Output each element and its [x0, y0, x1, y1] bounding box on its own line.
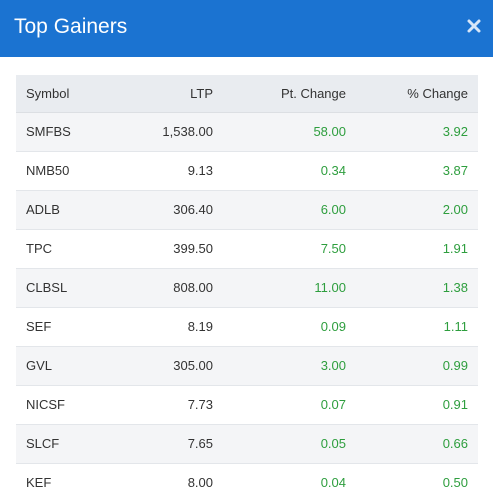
symbol-cell: KEF: [16, 463, 134, 495]
ltp-cell: 1,538.00: [134, 112, 223, 152]
pt-change-cell: 11.00: [223, 268, 356, 308]
pct-change-cell: 3.92: [356, 112, 478, 152]
pt-change-cell: 0.05: [223, 424, 356, 464]
ltp-cell: 7.65: [134, 424, 223, 464]
ltp-cell: 306.40: [134, 190, 223, 230]
symbol-cell: SMFBS: [16, 112, 134, 152]
modal-title: Top Gainers: [14, 15, 128, 38]
pct-change-cell: 1.11: [356, 307, 478, 347]
ltp-cell: 8.00: [134, 463, 223, 495]
pct-change-cell: 0.91: [356, 385, 478, 425]
pct-change-cell: 0.66: [356, 424, 478, 464]
pct-change-cell: 1.91: [356, 229, 478, 269]
table-row[interactable]: KEF 8.00 0.04 0.50: [16, 463, 478, 495]
close-icon[interactable]: [466, 18, 482, 34]
symbol-cell: GVL: [16, 346, 134, 386]
gainers-table-container[interactable]: Symbol LTP Pt. Change % Change SMFBS 1,5…: [16, 75, 478, 495]
symbol-cell: NICSF: [16, 385, 134, 425]
table-row[interactable]: TPC 399.50 7.50 1.91: [16, 229, 478, 269]
gainers-table: Symbol LTP Pt. Change % Change SMFBS 1,5…: [16, 75, 478, 495]
modal-header: Top Gainers: [0, 0, 493, 57]
ltp-cell: 399.50: [134, 229, 223, 269]
symbol-cell: SLCF: [16, 424, 134, 464]
table-header-row: Symbol LTP Pt. Change % Change: [16, 75, 478, 113]
ltp-cell: 808.00: [134, 268, 223, 308]
ltp-cell: 9.13: [134, 151, 223, 191]
symbol-cell: ADLB: [16, 190, 134, 230]
ltp-cell: 7.73: [134, 385, 223, 425]
pt-change-cell: 7.50: [223, 229, 356, 269]
pct-change-cell: 3.87: [356, 151, 478, 191]
pct-change-cell: 2.00: [356, 190, 478, 230]
table-row[interactable]: SEF 8.19 0.09 1.11: [16, 307, 478, 347]
pct-change-cell: 0.50: [356, 463, 478, 495]
pt-change-cell: 0.34: [223, 151, 356, 191]
table-row[interactable]: SMFBS 1,538.00 58.00 3.92: [16, 112, 478, 152]
pct-change-cell: 0.99: [356, 346, 478, 386]
pt-change-cell: 0.07: [223, 385, 356, 425]
pt-change-cell: 0.09: [223, 307, 356, 347]
pt-change-cell: 3.00: [223, 346, 356, 386]
symbol-cell: TPC: [16, 229, 134, 269]
pt-change-cell: 6.00: [223, 190, 356, 230]
symbol-cell: NMB50: [16, 151, 134, 191]
ltp-cell: 8.19: [134, 307, 223, 347]
ltp-cell: 305.00: [134, 346, 223, 386]
table-row[interactable]: SLCF 7.65 0.05 0.66: [16, 424, 478, 464]
table-row[interactable]: GVL 305.00 3.00 0.99: [16, 346, 478, 386]
pct-change-cell: 1.38: [356, 268, 478, 308]
pt-change-cell: 0.04: [223, 463, 356, 495]
table-row[interactable]: ADLB 306.40 6.00 2.00: [16, 190, 478, 230]
pt-change-cell: 58.00: [223, 112, 356, 152]
symbol-cell: CLBSL: [16, 268, 134, 308]
symbol-cell: SEF: [16, 307, 134, 347]
column-header-pct-change[interactable]: % Change: [356, 75, 478, 113]
table-row[interactable]: CLBSL 808.00 11.00 1.38: [16, 268, 478, 308]
table-row[interactable]: NMB50 9.13 0.34 3.87: [16, 151, 478, 191]
column-header-ltp[interactable]: LTP: [134, 75, 223, 113]
column-header-symbol[interactable]: Symbol: [16, 75, 134, 113]
table-row[interactable]: NICSF 7.73 0.07 0.91: [16, 385, 478, 425]
column-header-pt-change[interactable]: Pt. Change: [223, 75, 356, 113]
